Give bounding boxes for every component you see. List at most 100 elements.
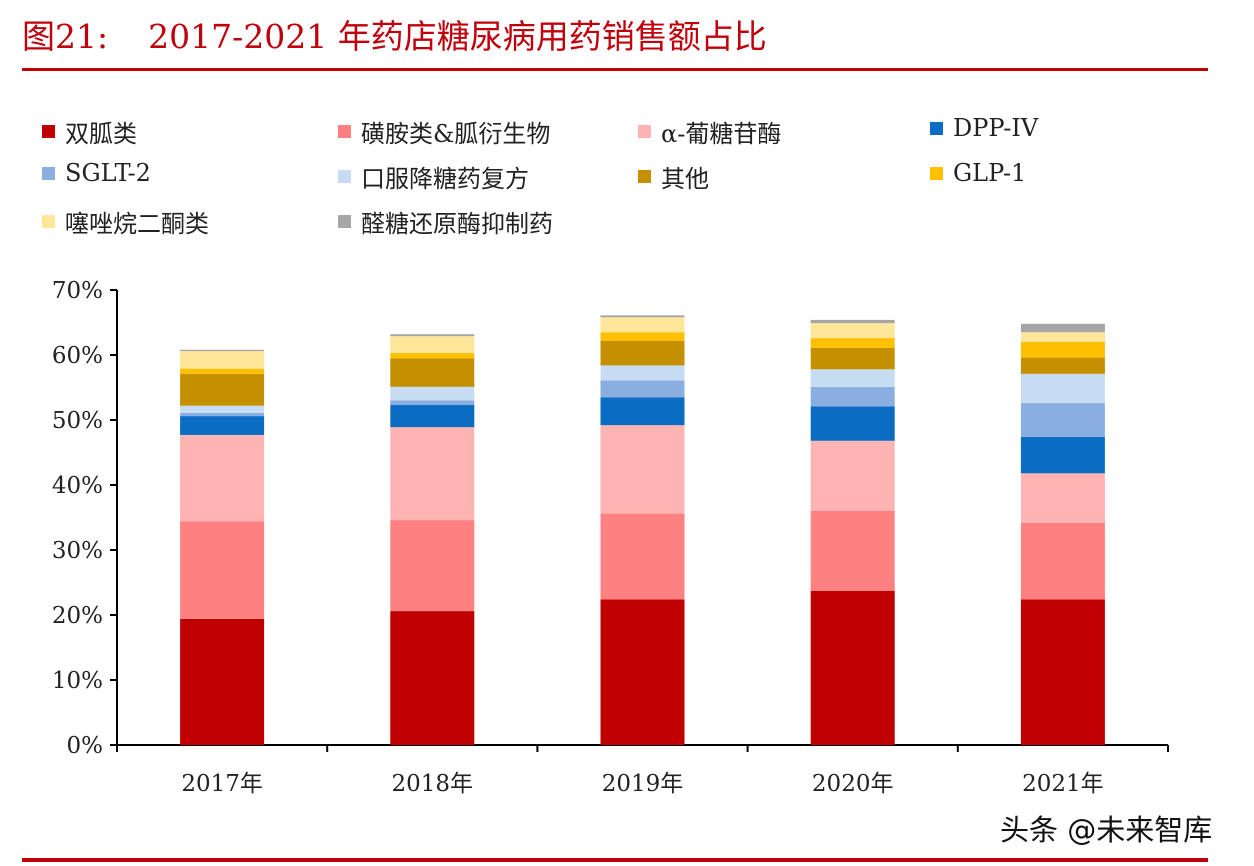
bar-segment	[1020, 599, 1105, 745]
bar-segment	[390, 611, 475, 745]
watermark: 头条 @未来智库	[1000, 813, 1213, 847]
legend-label: 口服降糖药复方	[361, 165, 529, 193]
bar-segment	[390, 358, 475, 387]
bar-segment	[390, 427, 475, 521]
x-tick-label: 2017年	[181, 771, 263, 797]
figure-label: 图21:	[22, 17, 109, 56]
bar-segment	[390, 353, 475, 359]
legend-swatch	[930, 166, 943, 180]
legend-swatch	[338, 215, 351, 228]
y-tick-label: 40%	[52, 473, 103, 499]
legend-swatch	[42, 166, 55, 180]
y-tick-label: 70%	[52, 278, 103, 304]
bar-segment	[810, 440, 895, 511]
legend-item: 磺胺类&胍衍生物	[338, 114, 550, 149]
legend-item: 醛糖还原酶抑制药	[338, 204, 553, 239]
legend-item: α-葡糖苷酶	[638, 114, 781, 149]
legend-swatch	[42, 215, 55, 228]
bar-segment	[180, 434, 265, 522]
y-tick-label: 60%	[52, 343, 103, 369]
bar-segment	[390, 520, 475, 612]
bar-segment	[180, 521, 265, 619]
bar-segment	[600, 332, 685, 341]
legend-label: GLP-1	[953, 159, 1027, 187]
legend-label: 磺胺类&胍衍生物	[361, 120, 551, 148]
bar-segment	[1020, 357, 1105, 374]
legend-label: 噻唑烷二酮类	[65, 210, 209, 238]
x-tick-label: 2021年	[1022, 771, 1104, 797]
y-tick-label: 10%	[52, 668, 103, 694]
title-rule	[22, 68, 1208, 71]
bar-segment	[180, 405, 265, 413]
bar-segment	[810, 386, 895, 407]
bar-segment	[180, 373, 265, 406]
chart-title: 图21: 2017-2021 年药店糖尿病用药销售额占比	[22, 10, 767, 58]
y-tick-label: 0%	[67, 733, 104, 759]
bar-segment	[390, 400, 475, 406]
legend-item: GLP-1	[930, 159, 1026, 187]
bar-segment	[600, 380, 685, 398]
bar-segment	[1020, 473, 1105, 523]
bar-segment	[180, 351, 265, 369]
legend-label: α-葡糖苷酶	[661, 120, 782, 148]
x-tick-label: 2019年	[602, 771, 684, 797]
bar-segment	[810, 319, 895, 324]
bar-segment	[390, 334, 475, 337]
legend-label: 醛糖还原酶抑制药	[361, 210, 553, 238]
bar-segment	[600, 365, 685, 381]
y-tick-label: 50%	[52, 408, 103, 434]
bar-segment	[180, 349, 265, 352]
bar-segment	[600, 340, 685, 366]
legend-item: SGLT-2	[42, 159, 151, 187]
legend-swatch	[338, 125, 351, 138]
y-tick-label: 20%	[52, 603, 103, 629]
chart-legend: 双胍类 磺胺类&胍衍生物 α-葡糖苷酶 DPP-IV SGLT-2 口服降糖药复方 其他 GL…	[42, 114, 1222, 244]
legend-item: 其他	[638, 159, 709, 194]
bar-segment	[390, 336, 475, 354]
bar-segment	[600, 315, 685, 318]
legend-label: 其他	[661, 165, 709, 193]
legend-swatch	[930, 121, 943, 135]
bar-segment	[810, 338, 895, 348]
bar-segment	[600, 513, 685, 600]
bar-segment	[600, 599, 685, 745]
bar-segment	[180, 618, 265, 745]
legend-label: SGLT-2	[65, 159, 151, 187]
figure-title: 2017-2021 年药店糖尿病用药销售额占比	[148, 17, 767, 56]
bar-segment	[390, 386, 475, 401]
bar-segment	[810, 590, 895, 745]
legend-swatch	[638, 170, 651, 183]
bar-segment	[600, 425, 685, 514]
legend-item: 口服降糖药复方	[338, 159, 529, 194]
bottom-rule	[22, 858, 1208, 862]
bar-segment	[1020, 436, 1105, 474]
bar-segment	[810, 347, 895, 370]
legend-swatch	[338, 170, 351, 183]
bar-segment	[1020, 323, 1105, 333]
bar-segment	[600, 397, 685, 426]
legend-swatch	[638, 125, 651, 138]
bar-segment	[1020, 403, 1105, 437]
y-tick-label: 30%	[52, 538, 103, 564]
legend-label: 双胍类	[65, 120, 137, 148]
bar-segment	[390, 405, 475, 428]
x-tick-label: 2018年	[392, 771, 474, 797]
legend-swatch	[42, 125, 55, 138]
bar-segment	[1020, 522, 1105, 600]
bar-segment	[810, 406, 895, 441]
bar-segment	[1020, 332, 1105, 342]
legend-label: DPP-IV	[953, 114, 1039, 142]
bar-segment	[810, 511, 895, 591]
bar-segment	[180, 368, 265, 374]
legend-item: DPP-IV	[930, 114, 1038, 142]
bar-segment	[180, 416, 265, 435]
bar-segment	[600, 317, 685, 333]
legend-item: 噻唑烷二酮类	[42, 204, 209, 239]
bar-segment	[1020, 342, 1105, 358]
bar-segment	[1020, 373, 1105, 404]
bar-segment	[810, 323, 895, 339]
bar-segment	[810, 369, 895, 387]
bar-segment	[180, 412, 265, 417]
legend-item: 双胍类	[42, 114, 137, 149]
